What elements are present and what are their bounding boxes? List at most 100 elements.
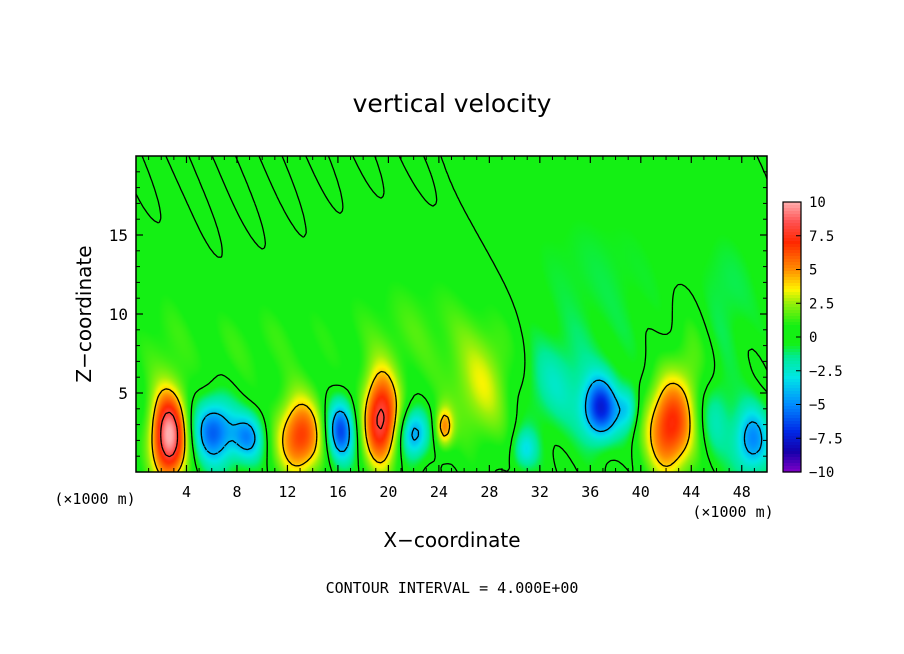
colorbar-swatch	[783, 379, 801, 383]
colorbar-swatch	[783, 265, 801, 269]
colorbar-swatch	[783, 439, 801, 443]
contour-lines	[136, 156, 767, 472]
colorbar-tick-label: 2.5	[809, 296, 834, 312]
colorbar-swatch	[783, 247, 801, 251]
colorbar-swatch	[783, 220, 801, 224]
plot-area	[136, 156, 767, 472]
colorbar-tick-label: 10	[809, 195, 826, 211]
x-tick-label: 36	[581, 483, 599, 501]
x-tick-label: 24	[430, 483, 448, 501]
colorbar-swatch	[783, 433, 801, 437]
colorbar-swatch	[783, 385, 801, 389]
colorbar-tick-label: −5	[809, 398, 826, 414]
colorbar-swatch	[783, 307, 801, 311]
colorbar-swatch	[783, 262, 801, 266]
colorbar-tick-label: 0	[809, 330, 817, 346]
colorbar-swatch	[783, 430, 801, 434]
colorbar-swatch	[783, 259, 801, 263]
colorbar-swatch	[783, 319, 801, 323]
colorbar-swatch	[783, 469, 801, 473]
chart-title: vertical velocity	[353, 89, 552, 118]
colorbar-swatch	[783, 313, 801, 317]
x-tick-label: 40	[632, 483, 650, 501]
colorbar-swatch	[783, 358, 801, 362]
colorbar-swatch	[783, 223, 801, 227]
x-tick-label: 32	[531, 483, 549, 501]
colorbar-swatch	[783, 301, 801, 305]
colorbar-swatch	[783, 298, 801, 302]
colorbar-swatch	[783, 244, 801, 248]
y-unit-label: (×1000 m)	[54, 490, 135, 508]
colorbar-swatch	[783, 382, 801, 386]
x-tick-label: 16	[329, 483, 347, 501]
colorbar-swatch	[783, 406, 801, 410]
colorbar-swatch	[783, 268, 801, 272]
x-tick-label: 4	[182, 483, 191, 501]
colorbar-swatch	[783, 292, 801, 296]
colorbar-swatch	[783, 232, 801, 236]
y-tick-label: 5	[118, 384, 128, 403]
colorbar-swatch	[783, 376, 801, 380]
colorbar-swatch	[783, 325, 801, 329]
colorbar-swatch	[783, 226, 801, 230]
colorbar-swatch	[783, 250, 801, 254]
colorbar-swatch	[783, 412, 801, 416]
colorbar-swatch	[783, 334, 801, 338]
colorbar-swatch	[783, 214, 801, 218]
colorbar-swatch	[783, 295, 801, 299]
colorbar-swatch	[783, 355, 801, 359]
colorbar-swatch	[783, 202, 801, 206]
x-tick-label: 12	[278, 483, 296, 501]
x-tick-label: 28	[480, 483, 498, 501]
x-unit-label: (×1000 m)	[692, 503, 773, 521]
colorbar-swatch	[783, 394, 801, 398]
colorbar-tick-label: 5	[809, 263, 817, 279]
colorbar-swatch	[783, 370, 801, 374]
colorbar-swatch	[783, 421, 801, 425]
colorbar-swatch	[783, 235, 801, 239]
colorbar-swatch	[783, 283, 801, 287]
colorbar-tick-label: −2.5	[809, 364, 843, 380]
colorbar-swatch	[783, 364, 801, 368]
x-tick-label: 44	[682, 483, 700, 501]
colorbar-swatch	[783, 391, 801, 395]
colorbar-swatch	[783, 460, 801, 464]
colorbar-swatch	[783, 208, 801, 212]
colorbar-swatch	[783, 277, 801, 281]
colorbar-swatch	[783, 286, 801, 290]
colorbar-swatch	[783, 340, 801, 344]
colorbar-swatch	[783, 289, 801, 293]
colorbar-swatch	[783, 442, 801, 446]
colorbar-swatch	[783, 415, 801, 419]
colorbar-swatch	[783, 238, 801, 242]
colorbar-swatch	[783, 322, 801, 326]
colorbar-swatch	[783, 310, 801, 314]
colorbar-tick-label: −10	[809, 465, 834, 481]
y-tick-label: 10	[109, 305, 128, 324]
colorbar-swatch	[783, 409, 801, 413]
colorbar-swatch	[783, 397, 801, 401]
colorbar-swatch	[783, 466, 801, 470]
colorbar-tick-label: −7.5	[809, 431, 843, 447]
contour-level-neg4	[200, 379, 763, 455]
colorbar-swatch	[783, 400, 801, 404]
colorbar-swatch	[783, 361, 801, 365]
x-tick-label: 20	[379, 483, 397, 501]
colorbar-swatch	[783, 280, 801, 284]
colorbar-swatch	[783, 343, 801, 347]
colorbar-swatch	[783, 241, 801, 245]
colorbar-swatch	[783, 448, 801, 452]
colorbar-swatch	[783, 337, 801, 341]
colorbar-swatch	[783, 328, 801, 332]
x-axis: 4 8 12 16 20 24 28 32 36 40 44 48	[148, 156, 755, 501]
contour-level-0	[136, 156, 767, 472]
colorbar-swatch	[783, 271, 801, 275]
x-tick-label: 48	[733, 483, 751, 501]
colorbar-swatch	[783, 403, 801, 407]
colorbar-swatch	[783, 427, 801, 431]
colorbar-swatch	[783, 316, 801, 320]
colorbar-swatch	[783, 229, 801, 233]
y-tick-label: 15	[109, 226, 128, 245]
y-axis: 5 10 15	[109, 171, 767, 457]
